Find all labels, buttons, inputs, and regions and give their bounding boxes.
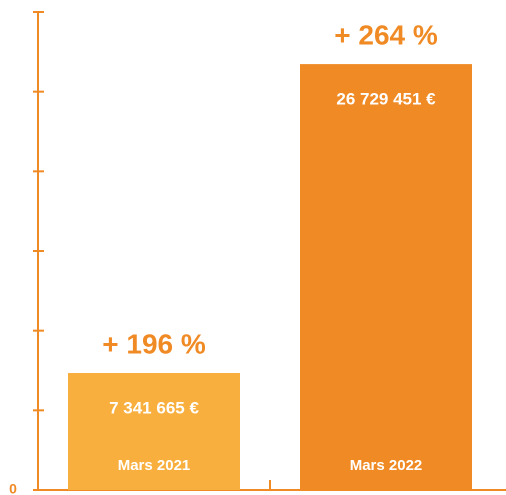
annotation: + 196 %: [102, 328, 206, 359]
x-tick-label: Mars 2021: [118, 457, 191, 474]
y-tick-label: 0: [9, 481, 17, 495]
bar: [300, 64, 472, 490]
bar: [68, 373, 240, 490]
value-label: 7 341 665 €: [109, 399, 199, 418]
value-label: 26 729 451 €: [336, 90, 436, 109]
annotation: + 264 %: [334, 20, 438, 51]
x-tick-label: Mars 2022: [350, 457, 423, 474]
